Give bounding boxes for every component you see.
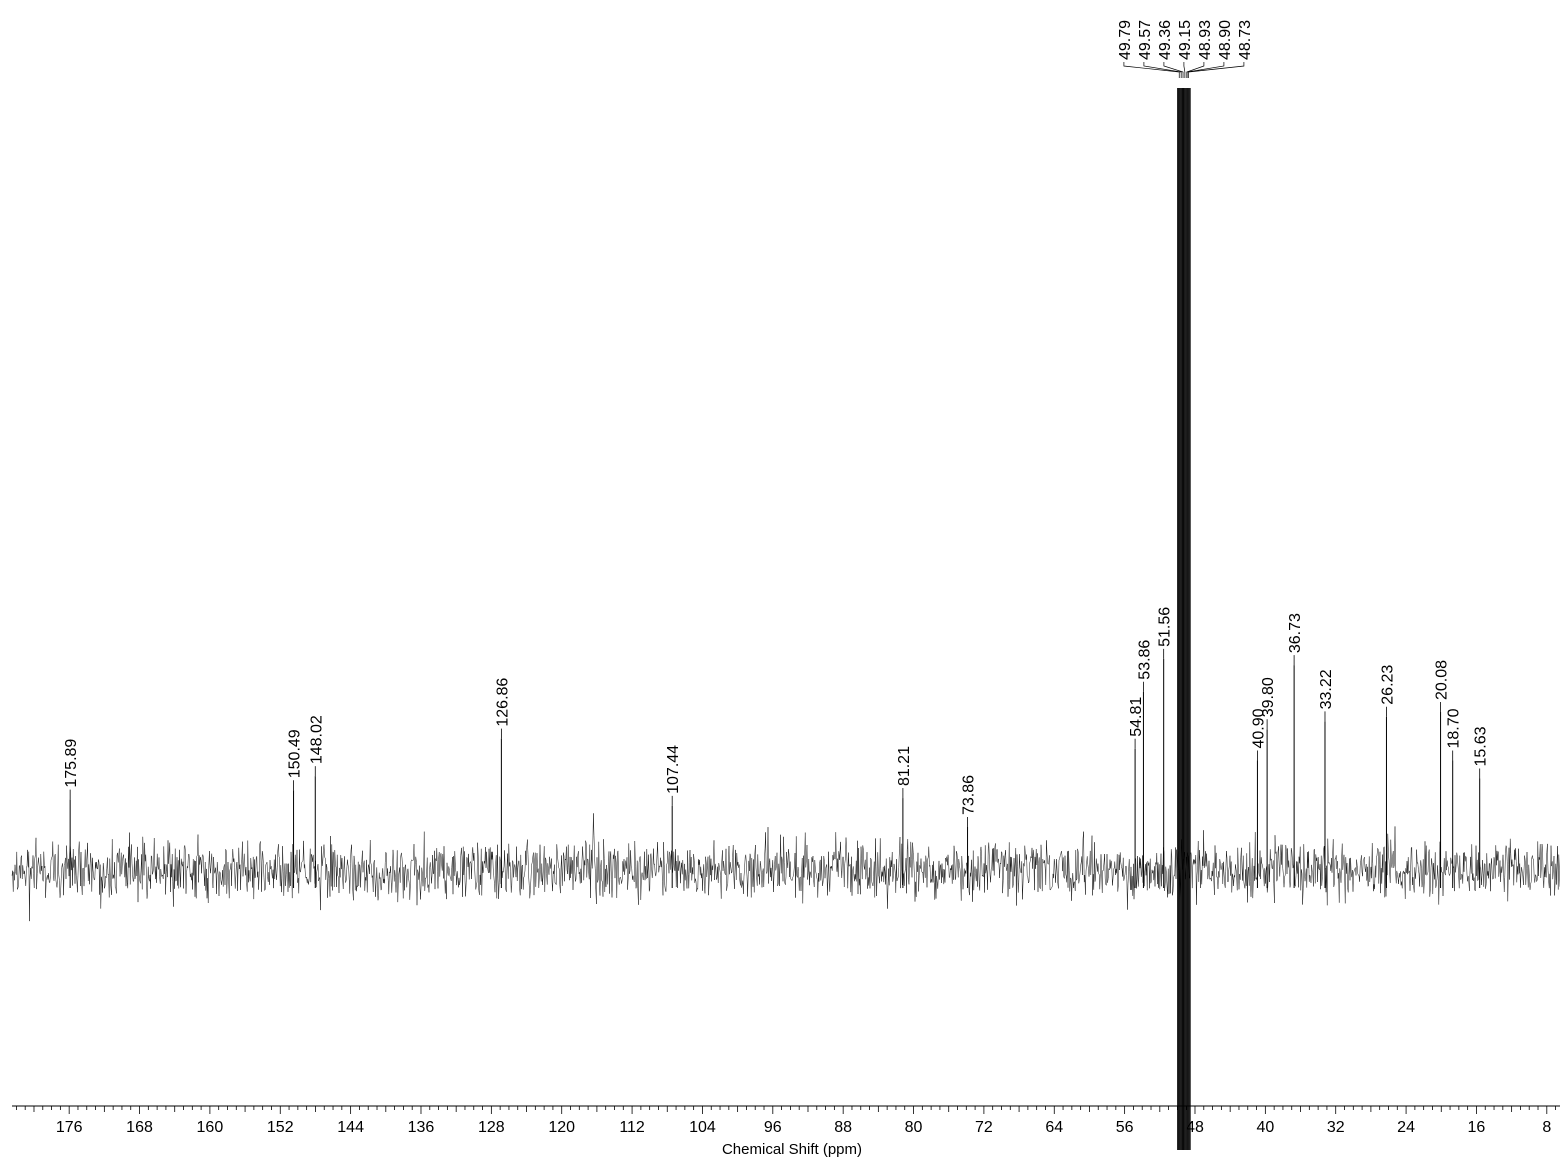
x-tick-label: 32 xyxy=(1327,1119,1345,1136)
peak-label-39.80: 39.80 xyxy=(1260,677,1277,717)
peak-leader-49.57 xyxy=(1143,62,1182,78)
x-tick-label: 56 xyxy=(1116,1119,1134,1136)
peak-label-51.56: 51.56 xyxy=(1157,607,1174,647)
x-tick-label: 144 xyxy=(337,1119,364,1136)
x-tick-label: 16 xyxy=(1468,1119,1486,1136)
x-tick-label: 48 xyxy=(1186,1119,1204,1136)
peak-label-175.89: 175.89 xyxy=(63,739,80,788)
peak-label-15.63: 15.63 xyxy=(1473,726,1490,766)
peak-label-33.22: 33.22 xyxy=(1318,669,1335,709)
peak-leader-48.73 xyxy=(1188,62,1245,78)
x-tick-label: 136 xyxy=(408,1119,435,1136)
x-tick-label: 160 xyxy=(197,1119,224,1136)
baseline-noise xyxy=(11,813,1560,922)
x-tick-label: 168 xyxy=(126,1119,153,1136)
peak-label-26.23: 26.23 xyxy=(1379,665,1396,705)
peak-label-18.70: 18.70 xyxy=(1446,708,1463,748)
peak-label-48.73: 48.73 xyxy=(1237,20,1254,60)
x-tick-label: 152 xyxy=(267,1119,294,1136)
peak-labels: 175.89 150.49 148.02 126.86 107.44 81.21 73.86… xyxy=(63,20,1490,827)
x-tick-label: 120 xyxy=(548,1119,575,1136)
x-tick-label: 72 xyxy=(975,1119,993,1136)
peak-leader-49.36 xyxy=(1163,62,1184,78)
x-axis-title: Chemical Shift (ppm) xyxy=(722,1141,862,1158)
peak-leader-49.15 xyxy=(1183,62,1186,78)
peak-label-54.81: 54.81 xyxy=(1128,697,1145,737)
peak-label-81.21: 81.21 xyxy=(896,746,913,786)
peak-leader-49.79 xyxy=(1123,62,1180,78)
peak-label-48.93: 48.93 xyxy=(1197,20,1214,60)
x-tick-label: 64 xyxy=(1045,1119,1063,1136)
peak-label-73.86: 73.86 xyxy=(961,775,978,815)
peak-label-36.73: 36.73 xyxy=(1287,613,1304,653)
peak-label-126.86: 126.86 xyxy=(494,678,511,727)
peak-label-53.86: 53.86 xyxy=(1136,640,1153,680)
x-tick-label: 40 xyxy=(1256,1119,1274,1136)
x-tick-label: 176 xyxy=(56,1119,83,1136)
peak-label-40.90: 40.90 xyxy=(1250,708,1267,748)
x-tick-label: 80 xyxy=(905,1119,923,1136)
peak-label-49.79: 49.79 xyxy=(1117,20,1134,60)
x-tick-label: 104 xyxy=(689,1119,716,1136)
x-tick-label: 8 xyxy=(1542,1119,1551,1136)
peak-label-49.15: 49.15 xyxy=(1177,20,1194,60)
x-tick-label: 128 xyxy=(478,1119,505,1136)
peak-label-49.36: 49.36 xyxy=(1157,20,1174,60)
noise-trace xyxy=(11,813,1560,922)
peak-label-20.08: 20.08 xyxy=(1434,660,1451,700)
x-axis: 176 168 160 152 144 136 128 120 112 104 96 88 80 72 64… xyxy=(12,1105,1560,1136)
peak-label-148.02: 148.02 xyxy=(308,715,325,764)
x-tick-label: 88 xyxy=(834,1119,852,1136)
peak-label-150.49: 150.49 xyxy=(287,729,304,778)
peak-label-49.57: 49.57 xyxy=(1137,20,1154,60)
x-tick-label: 96 xyxy=(764,1119,782,1136)
peak-leader-48.90 xyxy=(1186,62,1225,78)
x-tick-label: 112 xyxy=(619,1119,645,1136)
peak-label-48.90: 48.90 xyxy=(1217,20,1234,60)
peak-lines xyxy=(69,88,1481,1150)
peak-label-107.44: 107.44 xyxy=(665,745,682,794)
x-tick-label: 24 xyxy=(1397,1119,1415,1136)
